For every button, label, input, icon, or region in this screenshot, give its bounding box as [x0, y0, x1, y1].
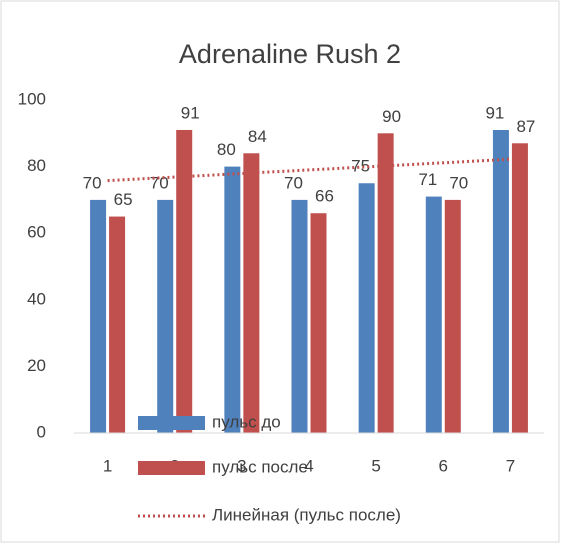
- data-label: 70: [284, 173, 303, 192]
- data-label: 65: [114, 190, 133, 209]
- bar: [310, 213, 327, 433]
- x-tick-label: 1: [103, 456, 112, 475]
- bar: [444, 199, 461, 433]
- bar: [157, 199, 174, 433]
- data-label: 91: [485, 103, 504, 122]
- y-tick-label: 80: [27, 156, 46, 175]
- data-label: 75: [351, 157, 370, 176]
- legend-swatch: [138, 461, 205, 475]
- data-label: 70: [449, 173, 468, 192]
- legend-label: Линейная (пульс после): [212, 505, 401, 524]
- bar: [243, 153, 260, 433]
- x-tick-label: 5: [371, 456, 380, 475]
- data-label: 90: [382, 107, 401, 126]
- x-tick-label: 7: [506, 456, 515, 475]
- bar: [291, 199, 308, 433]
- x-tick-label: 6: [439, 456, 448, 475]
- bar: [176, 129, 193, 433]
- trendline: [107, 157, 511, 183]
- y-tick-label: 0: [37, 422, 46, 441]
- data-label: 71: [418, 170, 437, 189]
- y-tick-label: 20: [27, 356, 46, 375]
- bar: [377, 133, 394, 434]
- bar: [358, 183, 375, 433]
- bar: [511, 143, 528, 434]
- bar: [425, 196, 442, 433]
- data-label: 87: [516, 117, 535, 136]
- x-tick-label: 3: [237, 456, 246, 475]
- bar: [90, 199, 107, 433]
- data-label: 70: [150, 173, 169, 192]
- data-label: 70: [83, 173, 102, 192]
- y-tick-label: 100: [18, 89, 46, 108]
- y-tick-label: 40: [27, 289, 46, 308]
- legend-label: пульс после: [212, 457, 308, 476]
- data-label: 91: [181, 103, 200, 122]
- data-label: 80: [217, 140, 236, 159]
- y-tick-label: 60: [27, 223, 46, 242]
- bar: [492, 129, 509, 433]
- chart-title: Adrenaline Rush 2: [179, 39, 401, 69]
- bar: [109, 216, 126, 433]
- legend-label: пульс до: [212, 412, 281, 431]
- data-label: 66: [315, 187, 334, 206]
- x-tick-label: 4: [304, 456, 313, 475]
- legend-swatch: [138, 416, 205, 430]
- bar: [224, 166, 241, 433]
- data-label: 84: [248, 127, 267, 146]
